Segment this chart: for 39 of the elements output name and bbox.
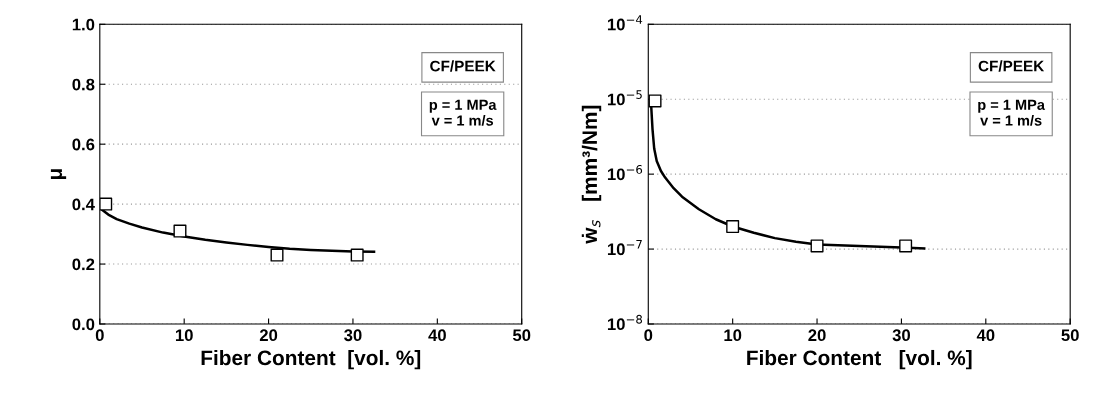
- y-tick-label: 10$^{−7}$: [607, 240, 642, 256]
- x-tick-label: 0: [95, 329, 104, 342]
- point: [350, 248, 364, 262]
- y-tick-label: 0.0: [72, 318, 95, 331]
- point: [726, 220, 740, 234]
- annotation: CF/PEEK: [430, 60, 496, 72]
- x-tick-label: 10: [175, 329, 193, 342]
- point: [99, 197, 113, 211]
- point: [270, 248, 284, 262]
- y-tick-label: 0.8: [72, 78, 95, 91]
- x-axis-title: Fiber Content [vol. %]: [747, 349, 972, 370]
- x-tick-label: 50: [1061, 329, 1079, 342]
- annotation: CF/PEEK: [978, 60, 1045, 72]
- y-axis-title: μ: [50, 169, 67, 180]
- x-tick-label: 30: [892, 329, 911, 342]
- y-tick-label: 1.0: [72, 18, 95, 31]
- x-tick-label: 50: [512, 329, 531, 342]
- point: [173, 224, 187, 238]
- x-tick-label: 30: [344, 329, 362, 342]
- x-tick-label: 20: [808, 329, 826, 342]
- y-tick-label: 10$^{−4}$: [607, 15, 643, 31]
- point: [648, 94, 662, 108]
- point: [810, 239, 824, 253]
- x-tick-label: 20: [259, 329, 278, 342]
- y-tick-label: 10$^{−8}$: [607, 314, 643, 331]
- x-tick-label: 40: [428, 329, 446, 342]
- y-tick-label: 10$^{−5}$: [607, 90, 642, 106]
- y-tick-label: 0.4: [72, 198, 95, 211]
- point: [899, 239, 913, 253]
- y-tick-label: 10$^{−6}$: [607, 165, 643, 181]
- y-tick-label: 0.2: [72, 258, 95, 271]
- text: ẇ$_{s}$ [mm³/Nm]: [581, 105, 602, 244]
- y-tick-label: 0.6: [72, 138, 95, 151]
- x-axis-title: Fiber Content [vol. %]: [201, 349, 421, 370]
- x-tick-label: 0: [644, 329, 653, 342]
- x-tick-label: 10: [724, 329, 742, 342]
- annotation: p = 1 MPa v = 1 m/s: [978, 99, 1046, 126]
- x-tick-label: 40: [976, 329, 995, 342]
- annotation: p = 1 MPa v = 1 m/s: [429, 99, 497, 126]
